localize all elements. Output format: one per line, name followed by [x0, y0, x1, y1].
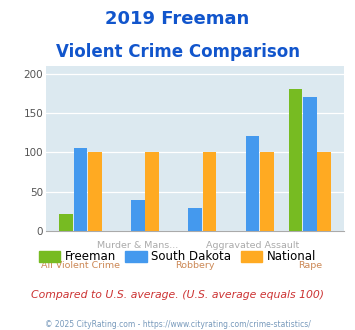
Text: Aggravated Assault: Aggravated Assault	[206, 241, 299, 250]
Text: 2019 Freeman: 2019 Freeman	[105, 10, 250, 28]
Bar	[88, 152, 102, 231]
Text: © 2025 CityRating.com - https://www.cityrating.com/crime-statistics/: © 2025 CityRating.com - https://www.city…	[45, 320, 310, 329]
Bar	[289, 89, 302, 231]
Bar	[74, 148, 87, 231]
Bar	[189, 208, 202, 231]
Bar	[260, 152, 274, 231]
Bar	[145, 152, 159, 231]
Text: All Violent Crime: All Violent Crime	[41, 261, 120, 270]
Bar	[131, 200, 145, 231]
Bar	[59, 214, 73, 231]
Legend: Freeman, South Dakota, National: Freeman, South Dakota, National	[34, 246, 321, 268]
Bar	[203, 152, 217, 231]
Text: Rape: Rape	[298, 261, 322, 270]
Text: Compared to U.S. average. (U.S. average equals 100): Compared to U.S. average. (U.S. average …	[31, 290, 324, 300]
Bar	[246, 136, 260, 231]
Bar	[303, 97, 317, 231]
Text: Violent Crime Comparison: Violent Crime Comparison	[55, 43, 300, 61]
Text: Murder & Mans...: Murder & Mans...	[97, 241, 179, 250]
Bar	[317, 152, 331, 231]
Text: Robbery: Robbery	[175, 261, 215, 270]
